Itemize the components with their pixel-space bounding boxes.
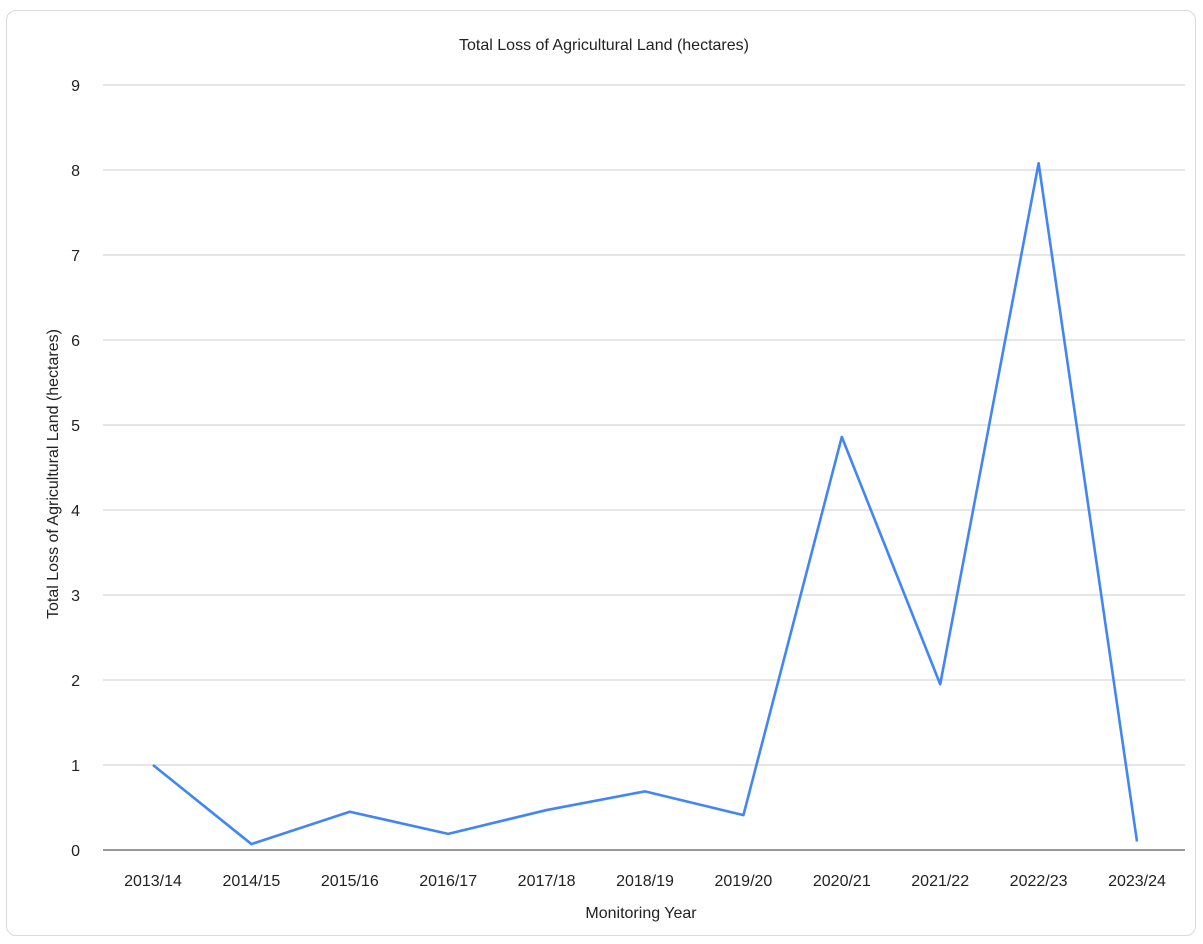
gridlines <box>103 84 1185 851</box>
data-point[interactable] <box>642 788 648 794</box>
data-point[interactable] <box>445 831 451 837</box>
data-point[interactable] <box>740 812 746 818</box>
x-tick-label: 2016/17 <box>419 873 477 890</box>
x-tick-label: 2023/24 <box>1108 873 1166 890</box>
x-tick-label: 2019/20 <box>714 873 772 890</box>
data-point[interactable] <box>248 841 254 847</box>
data-point[interactable] <box>937 681 943 687</box>
x-tick-label: 2021/22 <box>911 873 969 890</box>
y-tick-label: 6 <box>71 333 80 350</box>
x-tick-label: 2017/18 <box>518 873 576 890</box>
y-tick-label: 4 <box>71 503 80 520</box>
x-tick-label: 2014/15 <box>222 873 280 890</box>
x-tick-label: 2015/16 <box>321 873 379 890</box>
data-point[interactable] <box>1036 160 1042 166</box>
y-tick-label: 2 <box>71 673 80 690</box>
y-tick-label: 3 <box>71 588 80 605</box>
x-tick-label: 2020/21 <box>813 873 871 890</box>
data-point[interactable] <box>544 807 550 813</box>
series-layer <box>150 160 1140 847</box>
data-point[interactable] <box>1134 839 1140 845</box>
x-tick-label: 2013/14 <box>124 873 182 890</box>
y-axis-label: Total Loss of Agricultural Land (hectare… <box>45 329 62 619</box>
data-point[interactable] <box>839 434 845 440</box>
x-axis-ticks: 2013/14 2014/15 2015/16 2016/17 2017/18 2018/… <box>124 873 1166 890</box>
series-line <box>152 161 1139 846</box>
y-tick-label: 0 <box>71 843 80 860</box>
chart-title: Total Loss of Agricultural Land (hectare… <box>459 37 749 54</box>
chart-card <box>6 10 1196 936</box>
x-tick-label: 2022/23 <box>1010 873 1068 890</box>
y-tick-label: 7 <box>71 248 80 265</box>
y-tick-label: 1 <box>71 758 80 775</box>
y-tick-label: 8 <box>71 163 80 180</box>
y-tick-label: 9 <box>71 78 80 95</box>
y-tick-label: 5 <box>71 418 80 435</box>
data-point[interactable] <box>347 809 353 815</box>
x-axis-label: Monitoring Year <box>585 905 697 922</box>
y-axis-ticks: 0 1 2 3 4 5 6 7 8 9 <box>71 78 80 860</box>
data-point[interactable] <box>150 762 156 768</box>
x-tick-label: 2018/19 <box>616 873 674 890</box>
